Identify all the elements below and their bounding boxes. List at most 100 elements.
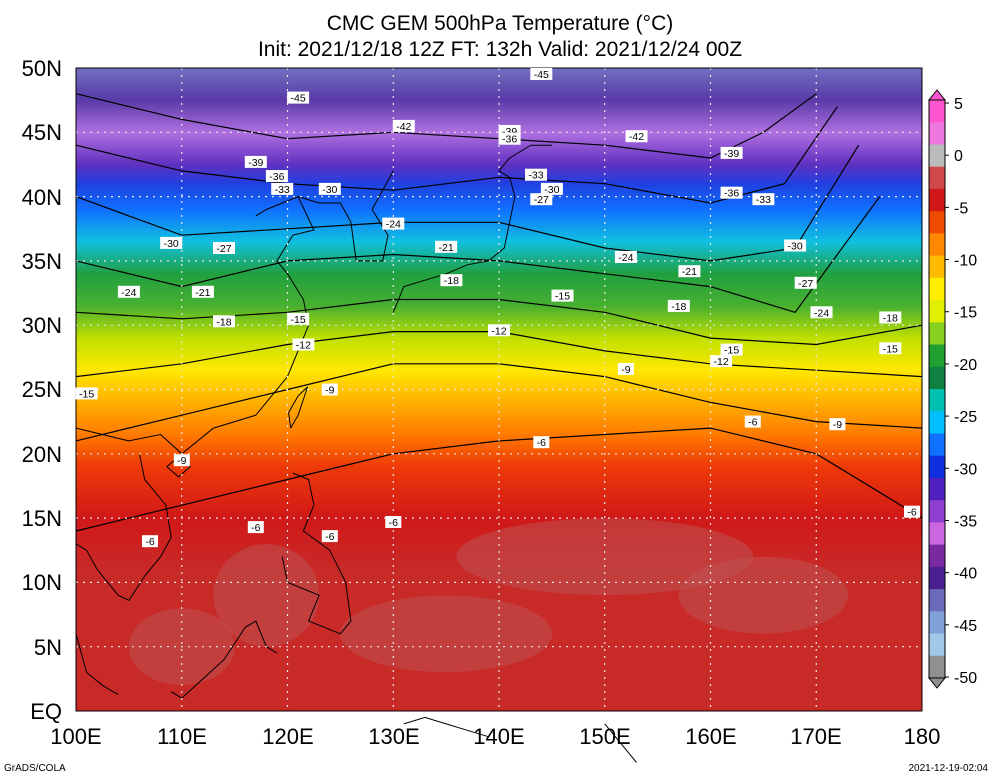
contour-label-text: -33: [756, 194, 771, 206]
contour-label: -15: [879, 342, 902, 355]
lat-label: 45N: [22, 120, 62, 145]
contour-label: -21: [191, 285, 214, 299]
contour-label-text: -6: [748, 417, 757, 429]
contour-label: -30: [160, 236, 183, 250]
coastlines: [75, 144, 637, 763]
contour-label: -33: [271, 182, 294, 196]
contour-label-bg: [75, 387, 98, 400]
lon-label: 160E: [685, 724, 736, 749]
contour-label-bg: [173, 454, 190, 467]
contour-label: -15: [287, 312, 310, 326]
colorbar-swatch: [929, 166, 945, 190]
colorbar-swatch: [929, 477, 945, 501]
contour-label-text: -24: [386, 219, 401, 231]
colorbar-label: -40: [954, 566, 977, 583]
contour-label-bg: [318, 182, 341, 195]
contour-label-text: -45: [291, 93, 306, 105]
colorbar-swatch: [929, 211, 945, 234]
contour-label-text: -30: [788, 241, 803, 253]
contour-label-bg: [904, 505, 920, 518]
colorbar-swatch: [929, 100, 945, 123]
colorbar-label: -25: [954, 409, 977, 426]
contour-label-text: -30: [544, 184, 559, 196]
isotherm-line: [75, 196, 881, 313]
contour-label: -36: [720, 186, 743, 200]
colorbar-swatch: [929, 611, 945, 634]
lat-label: EQ: [30, 699, 62, 724]
contour-label: -42: [392, 119, 415, 133]
contour-label-text: -15: [291, 314, 306, 326]
contour-label-bg: [160, 236, 183, 249]
coastline: [75, 195, 315, 455]
contour-label: -12: [488, 324, 510, 337]
contour-label: -24: [382, 217, 405, 231]
contour-label: -6: [142, 535, 158, 548]
colorbar-swatch: [929, 322, 945, 345]
contour-label: -45: [287, 91, 310, 105]
contour-label: -33: [525, 168, 547, 182]
contour-label-text: -39: [248, 157, 263, 169]
longitude-axis: 100E 110E 120E 130E 140E 150E 160E 170E …: [50, 724, 940, 749]
warm-patch: [456, 518, 754, 596]
contour-label: -12: [710, 355, 733, 368]
colorbar-label: -35: [954, 513, 977, 530]
contour-label-text: -24: [618, 252, 633, 264]
coastline: [604, 723, 637, 763]
contour-label-bg: [794, 276, 817, 289]
colorbar-swatch: [929, 433, 945, 457]
contour-label-text: -6: [145, 536, 154, 548]
contour-label: -33: [752, 193, 775, 206]
contour-label-bg: [879, 311, 902, 324]
contour-label-text: -18: [444, 275, 459, 287]
contour-label-bg: [667, 299, 690, 312]
colorbar-label: -45: [954, 618, 977, 635]
colorbar-label: -20: [954, 357, 977, 374]
contour-label-text: -33: [528, 170, 543, 182]
contour-label: -18: [667, 299, 690, 313]
coastline: [75, 633, 119, 695]
contour-label-bg: [533, 436, 550, 449]
contour-label-bg: [625, 130, 648, 143]
contour-label: -45: [530, 68, 553, 81]
contour-label: -36: [498, 132, 521, 146]
contour-label: -12: [292, 338, 315, 352]
contour-label-bg: [710, 355, 733, 368]
colorbar-label: 5: [954, 96, 963, 113]
contour-label-bg: [720, 186, 743, 199]
contour-label-bg: [271, 182, 294, 195]
contour-label-bg: [244, 155, 267, 168]
contour-label-bg: [440, 274, 463, 287]
lon-label: 130E: [368, 724, 419, 749]
coastline: [403, 716, 489, 738]
contour-label-text: -27: [798, 278, 813, 290]
lon-label: 150E: [579, 724, 630, 749]
contour-label: -27: [213, 242, 235, 255]
contour-label-bg: [385, 516, 402, 528]
colorbar-label: -50: [954, 670, 977, 687]
contour-label: -24: [117, 285, 140, 299]
contour-label-bg: [784, 239, 807, 252]
contour-label: -9: [321, 383, 338, 397]
contour-label: -9: [173, 454, 190, 467]
chart-subtitle: Init: 2021/12/18 12Z FT: 132h Valid: 202…: [257, 38, 743, 61]
contour-label: -6: [744, 415, 761, 429]
contour-label-text: -27: [216, 243, 231, 255]
contour-label: -6: [321, 530, 338, 543]
contour-label: -27: [794, 276, 817, 290]
contour-label-text: -33: [275, 184, 290, 196]
contour-label-bg: [382, 217, 405, 230]
lon-label: 110E: [157, 724, 207, 749]
contour-label: -30: [540, 182, 563, 196]
lat-label: 20N: [22, 442, 62, 467]
colorbar-swatch: [929, 633, 945, 657]
contour-label-text: -12: [296, 340, 311, 352]
lon-label: 140E: [473, 724, 524, 749]
lat-label: 15N: [22, 506, 62, 531]
colorbar-swatch: [929, 544, 945, 568]
colorbar-swatch: [929, 255, 945, 279]
colorbar-swatch: [929, 500, 945, 523]
contour-label-text: -9: [177, 455, 186, 467]
colorbar-label: -10: [954, 253, 977, 270]
contour-label-text: -6: [389, 517, 398, 529]
